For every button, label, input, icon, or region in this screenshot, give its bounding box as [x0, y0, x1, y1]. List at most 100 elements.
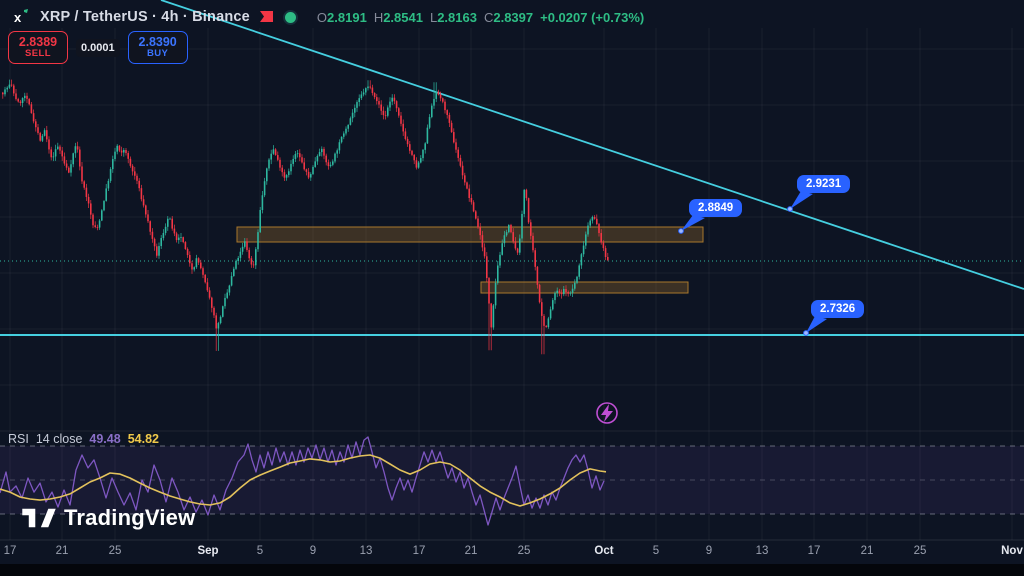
candle-body — [549, 309, 552, 319]
candle-body — [411, 150, 413, 155]
candle-body — [477, 218, 479, 228]
candle-body — [365, 88, 367, 93]
candle-body — [290, 163, 292, 172]
candle-body — [164, 226, 167, 233]
time-tick: 17 — [412, 545, 426, 557]
candle-body — [321, 148, 323, 153]
price-bubble-tail — [806, 316, 827, 333]
rsi-line — [0, 436, 605, 526]
candle-body — [85, 187, 88, 197]
candle-body — [2, 92, 4, 95]
candle-body — [72, 153, 74, 165]
candle-body — [450, 122, 453, 133]
sell-button[interactable]: 2.8389 SELL — [8, 31, 68, 64]
candle-body — [125, 149, 127, 154]
candle-body — [123, 149, 125, 153]
price-anchor-dot — [803, 330, 809, 336]
candle-body — [50, 149, 52, 158]
candle-body — [281, 167, 283, 173]
time-tick: 5 — [256, 545, 264, 557]
market-status-dot[interactable] — [282, 9, 298, 25]
candle-body — [277, 155, 279, 160]
price-anchor-dot — [787, 206, 793, 212]
open-value: 2.8191 — [327, 9, 367, 25]
candle-body — [15, 93, 17, 100]
candle-body — [587, 225, 589, 235]
candle-body — [494, 282, 497, 306]
flag-icon[interactable] — [259, 10, 274, 24]
candle-body — [160, 238, 162, 247]
candle-body — [204, 274, 206, 283]
supply-zone[interactable] — [480, 281, 689, 294]
candle-body — [261, 195, 264, 211]
lightning-circle-icon[interactable] — [596, 402, 618, 424]
time-tick: 21 — [860, 545, 874, 557]
supply-zone[interactable] — [236, 226, 704, 243]
price-label-bubble[interactable]: 2.7326 — [811, 300, 865, 318]
candle-body — [268, 159, 270, 169]
candle-body — [222, 306, 224, 317]
candle-body — [28, 98, 30, 105]
candle-body — [41, 135, 44, 141]
lightning-bolt-icon — [601, 404, 613, 422]
price-label-bubble[interactable]: 2.8849 — [689, 199, 743, 217]
candle-body — [239, 251, 242, 258]
candle-body — [314, 161, 316, 167]
candle-body — [534, 250, 536, 267]
candle-body — [57, 146, 59, 150]
price-label-bubble[interactable]: 2.9231 — [797, 175, 851, 193]
candle-body — [257, 232, 259, 250]
rsi-indicator-legend[interactable]: RSI 14 close 49.48 54.82 — [8, 432, 159, 446]
candle-body — [541, 302, 543, 316]
candle-body — [169, 218, 171, 220]
buy-price: 2.8390 — [138, 34, 177, 49]
buy-label: BUY — [147, 48, 169, 60]
candle-body — [200, 262, 202, 269]
candle-body — [153, 238, 156, 247]
candle-body — [417, 162, 420, 168]
candle-body — [26, 95, 28, 99]
symbol-title[interactable]: XRP / TetherUS · 4h · Binance — [40, 9, 250, 25]
candle-body — [173, 228, 176, 234]
candle-body — [241, 246, 244, 252]
candle-body — [607, 257, 609, 261]
candle-body — [600, 233, 602, 243]
candle-body — [435, 91, 437, 99]
candle-body — [367, 86, 369, 89]
candle-body — [252, 264, 255, 266]
candle-body — [312, 166, 314, 175]
candle-body — [479, 227, 481, 236]
candle-body — [516, 248, 519, 253]
candle-body — [523, 189, 525, 214]
candle-body — [554, 293, 556, 301]
candle-body — [349, 118, 352, 125]
candle-body — [393, 97, 396, 102]
candle-body — [206, 282, 209, 291]
close-label: C — [483, 9, 494, 25]
candle-body — [503, 235, 506, 244]
time-tick: Oct — [594, 545, 614, 557]
candle-body — [596, 218, 598, 225]
candle-body — [347, 124, 349, 129]
time-axis[interactable]: 17 21 25 Sep 5 9 13 17 21 25 Oct 5 9 13 17 21 25 Nov — [0, 540, 1024, 564]
rsi-value: 49.48 — [89, 432, 121, 446]
candle-body — [488, 278, 490, 304]
candle-body — [384, 115, 387, 116]
candle-body — [30, 104, 33, 114]
candle-body — [259, 210, 261, 233]
candle-body — [87, 196, 90, 204]
candle-body — [167, 218, 169, 227]
buy-button[interactable]: 2.8390 BUY — [127, 31, 188, 64]
candle-body — [136, 175, 138, 181]
candle-body — [433, 98, 435, 106]
candle-body — [556, 290, 558, 294]
candle-body — [521, 213, 523, 239]
chart-header: x XRP / TetherUS · 4h · Binance O2.8191 … — [14, 7, 644, 27]
candle-body — [68, 167, 70, 173]
descending-trendline[interactable] — [160, 0, 1024, 290]
candle-body — [79, 149, 81, 167]
candle-body — [602, 242, 605, 249]
rsi-ma-value: 54.82 — [127, 432, 159, 446]
spread-value: 0.0001 — [76, 38, 120, 57]
